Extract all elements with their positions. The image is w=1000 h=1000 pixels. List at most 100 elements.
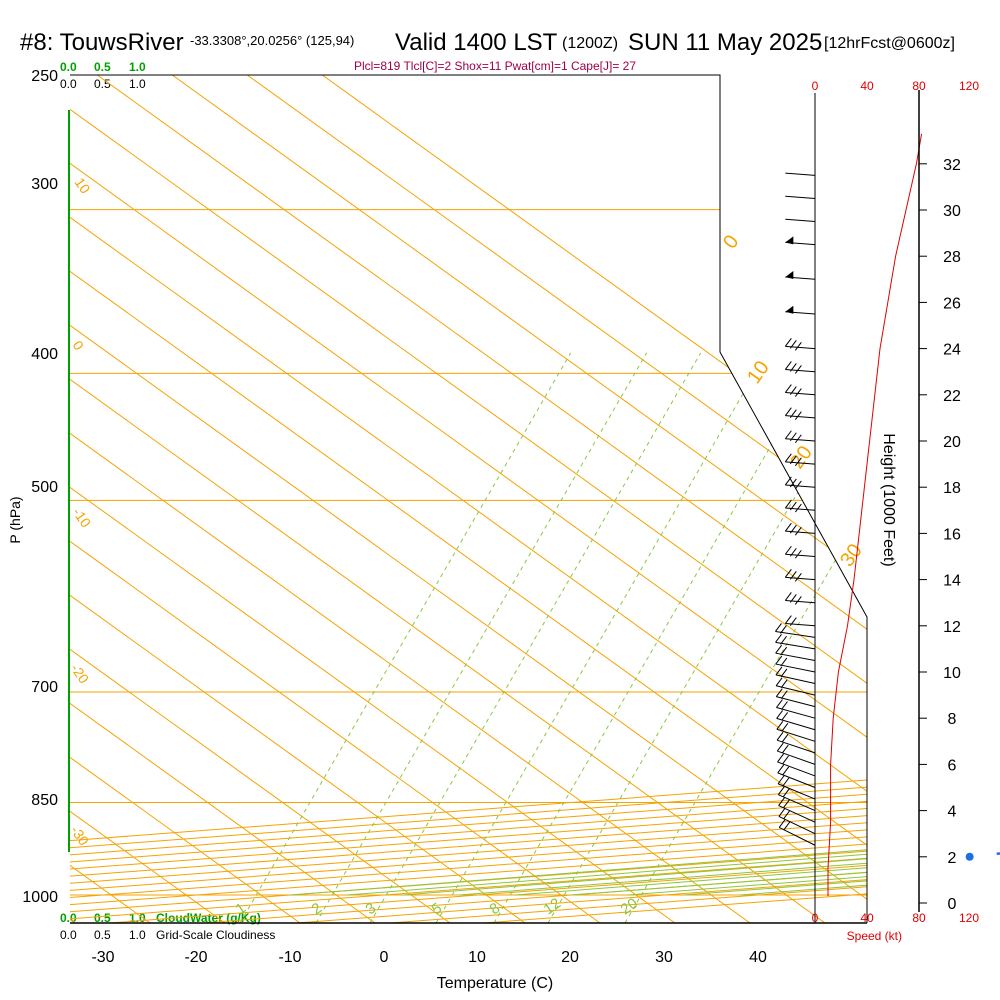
wind-barb-feather <box>781 733 789 743</box>
temp-tick: 10 <box>468 949 486 966</box>
wind-barb <box>775 634 816 650</box>
mixing-ratio-label: 5 <box>429 900 446 919</box>
wind-barb-staff <box>775 641 816 650</box>
isotherm-label: 30 <box>836 540 867 571</box>
cloud-top-green-2: 1.0 <box>129 60 146 74</box>
wind-barb <box>776 710 816 731</box>
wind-barb-staff <box>775 685 816 696</box>
wind-barb-staff <box>785 368 816 373</box>
wind-barb-feather <box>784 545 792 555</box>
wind-barb-feather <box>778 819 786 828</box>
wind-barb-feather <box>784 499 792 509</box>
isotherm-label: -10 <box>70 505 95 531</box>
wind-barb-staff <box>775 630 816 638</box>
wind-barb-staff <box>785 415 816 419</box>
utc-time: (1200Z) <box>562 35 618 52</box>
dry-adiabat-line <box>70 75 751 923</box>
height-tick-label: 0 <box>948 896 957 913</box>
height-tick-label: 14 <box>943 573 961 590</box>
wind-barb-feather <box>789 409 797 418</box>
wind-barb-feather <box>777 753 784 763</box>
wind-barb-feather <box>789 340 797 349</box>
temp-tick: -30 <box>91 949 114 966</box>
wind-barb-feather <box>776 742 784 752</box>
height-tick-label: 8 <box>948 711 957 728</box>
mixing-ratio-line <box>493 352 826 923</box>
wind-barb <box>777 753 816 777</box>
wind-barb-feather <box>789 363 797 372</box>
height-tick-label: 16 <box>943 526 961 543</box>
isotherm-line <box>70 75 867 923</box>
wind-barb <box>775 655 816 673</box>
cloud-top-green-1: 0.5 <box>94 60 111 74</box>
speed-tick-bottom: 120 <box>959 911 979 925</box>
wind-barb-feather <box>789 571 797 580</box>
height-tick-label: 30 <box>943 203 961 220</box>
valid-date: SUN 11 May 2025 <box>628 29 822 56</box>
wind-barb-feather <box>776 731 784 741</box>
dry-adiabat-line <box>70 75 676 923</box>
cloud-legend-top: 0.0 0.5 1.0 0.0 0.5 1.0 <box>60 60 146 91</box>
speed-tick-top: 80 <box>912 79 926 93</box>
height-tick-label: 18 <box>943 480 961 497</box>
wind-barb-feather <box>789 547 797 557</box>
height-tick-label: 24 <box>943 342 961 359</box>
temperature-axis: -30 -20 -10 0 10 20 30 40 Temperature (C… <box>91 949 767 992</box>
wind-barb-feather <box>789 501 797 511</box>
dry-adiabat-line <box>70 75 601 923</box>
wind-barb-feather <box>780 657 788 667</box>
speed-tick-bottom: 40 <box>860 911 874 925</box>
wind-barb-feather <box>794 388 802 397</box>
speed-label: Speed (kt) <box>847 929 902 943</box>
valid-time: Valid 1400 LST <box>395 29 558 56</box>
wind-barb <box>777 775 816 800</box>
wind-barb-feather <box>780 668 788 678</box>
wind-barb-feather <box>777 775 785 785</box>
wind-barb-feather <box>780 625 787 634</box>
wind-barb <box>784 384 816 397</box>
wind-barb <box>784 615 816 627</box>
wind-barb <box>785 218 816 223</box>
wind-barb-feather <box>781 722 789 732</box>
mixing-ratio-line <box>369 352 702 923</box>
wind-barb-feather <box>782 777 790 787</box>
wind-barb-feather <box>789 386 797 395</box>
wind-barb-staff <box>785 484 816 488</box>
wind-barb-staff <box>778 805 816 823</box>
wind-barb-feather <box>784 361 792 370</box>
wind-barb-staff <box>776 717 816 731</box>
isotherm-label: 10 <box>743 357 774 388</box>
wind-barbs <box>775 172 816 846</box>
wind-barb-feather <box>794 365 802 374</box>
wind-barb-feather <box>777 764 785 774</box>
temp-tick: 0 <box>380 949 389 966</box>
dry-adiabat-line <box>70 75 867 923</box>
cloud-top-black-2: 1.0 <box>129 77 146 91</box>
wind-barb-feather <box>784 384 792 393</box>
wind-barb-feather <box>784 430 792 440</box>
cloud-bottom-black-1: 0.5 <box>94 928 111 942</box>
wind-barb-staff <box>785 576 816 581</box>
dry-adiabat-line <box>70 75 867 923</box>
sounding-profiles <box>965 852 1000 861</box>
wind-barb <box>775 623 816 638</box>
wind-barb-staff <box>776 696 816 708</box>
wind-barb-feather <box>776 710 784 719</box>
station-title: #8: TouwsRiver <box>20 29 184 56</box>
thermo-background <box>70 75 867 923</box>
dry-adiabat-line <box>70 75 451 923</box>
speed-tick-bottom: 80 <box>912 911 926 925</box>
height-tick-label: 22 <box>943 388 961 405</box>
wind-barb <box>776 720 816 742</box>
x-axis-label: Temperature (C) <box>437 975 553 992</box>
wind-barb-feather <box>775 634 782 643</box>
wind-barb-feather <box>784 522 792 532</box>
wind-speed-panel: 0 40 80 120 0 40 80 120 Speed (kt) <box>812 79 980 943</box>
cloud-bottom-black-0: 0.0 <box>60 928 77 942</box>
wind-barb <box>784 407 816 420</box>
wind-barb <box>778 808 816 835</box>
speed-tick-bottom: 0 <box>812 911 819 925</box>
isotherm-line <box>70 75 867 923</box>
